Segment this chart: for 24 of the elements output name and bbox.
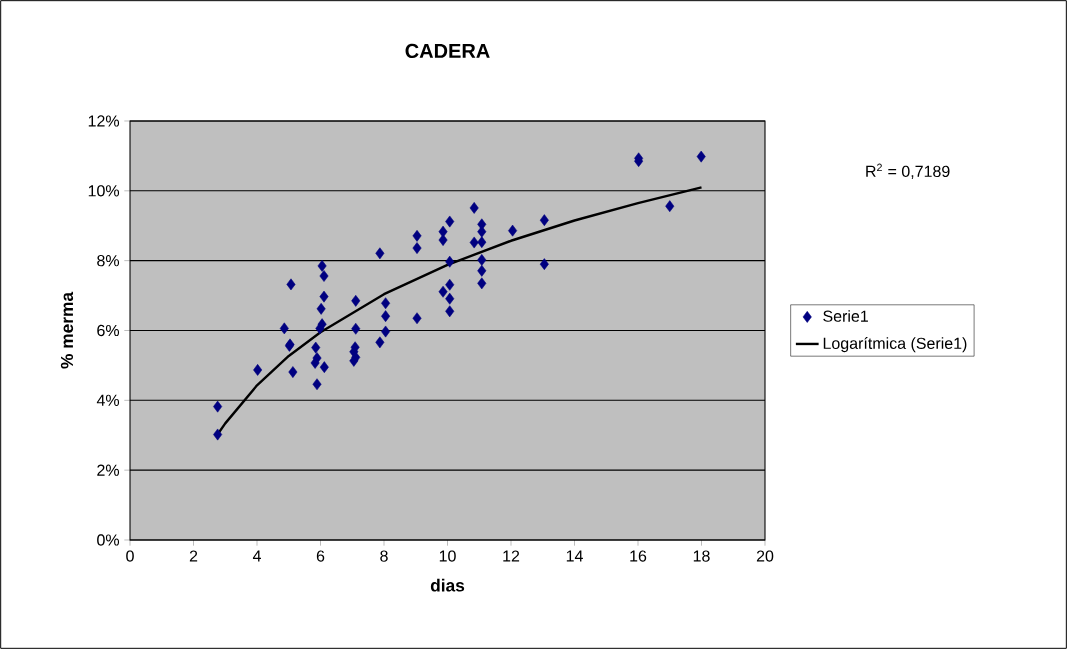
- legend-label: Logarítmica (Serie1): [823, 337, 967, 353]
- y-tick-label: 0%: [97, 534, 120, 546]
- y-tick-label: 12%: [88, 115, 120, 127]
- x-tick-label: 14: [566, 550, 583, 562]
- x-tick-label: 18: [693, 550, 710, 562]
- x-tick-label: 4: [252, 550, 261, 562]
- y-tick-label: 10%: [88, 185, 120, 197]
- x-tick-label: 0: [126, 550, 134, 562]
- x-tick-label: 2: [189, 550, 198, 562]
- x-tick-label: 12: [503, 550, 520, 562]
- y-tick-label: 2%: [97, 464, 120, 476]
- y-tick-label: 8%: [97, 255, 120, 267]
- x-tick-label: 20: [756, 550, 774, 562]
- x-axis-title: dias: [430, 578, 465, 592]
- y-tick-label: 6%: [97, 324, 120, 337]
- text: R$^{2}$ = 0,7189: [866, 163, 950, 179]
- y-axis-title: % merma: [60, 291, 74, 369]
- legend-label: Serie1: [823, 310, 868, 322]
- x-tick-label: 6: [316, 550, 325, 562]
- x-tick-label: 16: [630, 550, 647, 562]
- x-tick-label: 10: [439, 550, 456, 562]
- y-tick-label: 4%: [96, 394, 120, 406]
- x-tick-label: 8: [380, 550, 388, 562]
- chart-title: CADERA: [405, 43, 490, 58]
